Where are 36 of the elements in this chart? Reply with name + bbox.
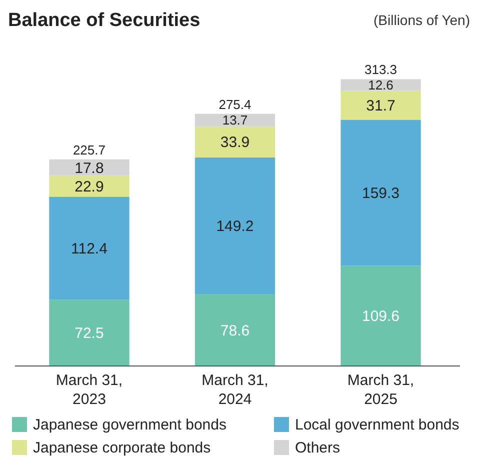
data-label: 112.4 <box>71 240 108 258</box>
data-label: 12.6 <box>368 78 394 93</box>
data-label: 109.6 <box>362 308 400 326</box>
data-label: 33.9 <box>220 134 250 152</box>
data-label: 72.5 <box>74 325 104 342</box>
total-label: 313.3 <box>364 62 398 78</box>
data-label: 78.6 <box>220 322 250 340</box>
legend-label: Others <box>295 439 340 456</box>
bar <box>49 196 130 300</box>
chart-title: Balance of Securities <box>8 10 200 31</box>
x-tick-label: March 31, 2023 <box>56 372 123 408</box>
data-label: 13.7 <box>222 112 248 128</box>
bar <box>194 126 276 158</box>
legend-label: Japanese government bonds <box>33 416 226 434</box>
bar <box>194 114 276 126</box>
data-label: 31.7 <box>366 98 396 115</box>
bar <box>49 176 130 197</box>
legend-label: Japanese corporate bonds <box>33 439 211 456</box>
x-tick-label: March 31, 2025 <box>347 372 414 408</box>
bar <box>340 266 421 366</box>
bar <box>194 294 276 366</box>
data-label: 22.9 <box>74 178 104 196</box>
bar <box>194 157 276 294</box>
bar <box>49 159 130 176</box>
chart-subtitle: (Billions of Yen) <box>373 12 470 28</box>
bar <box>340 120 421 266</box>
legend-label: Local government bonds <box>295 416 460 434</box>
bar <box>340 90 421 120</box>
data-label: 159.3 <box>362 184 400 202</box>
total-label: 275.4 <box>218 96 252 112</box>
data-label: 149.2 <box>216 218 254 235</box>
bar <box>49 300 130 366</box>
x-tick-label: March 31, 2024 <box>202 372 268 408</box>
data-label: 17.8 <box>74 160 104 177</box>
total-label: 225.7 <box>72 142 106 158</box>
bar <box>340 79 421 91</box>
